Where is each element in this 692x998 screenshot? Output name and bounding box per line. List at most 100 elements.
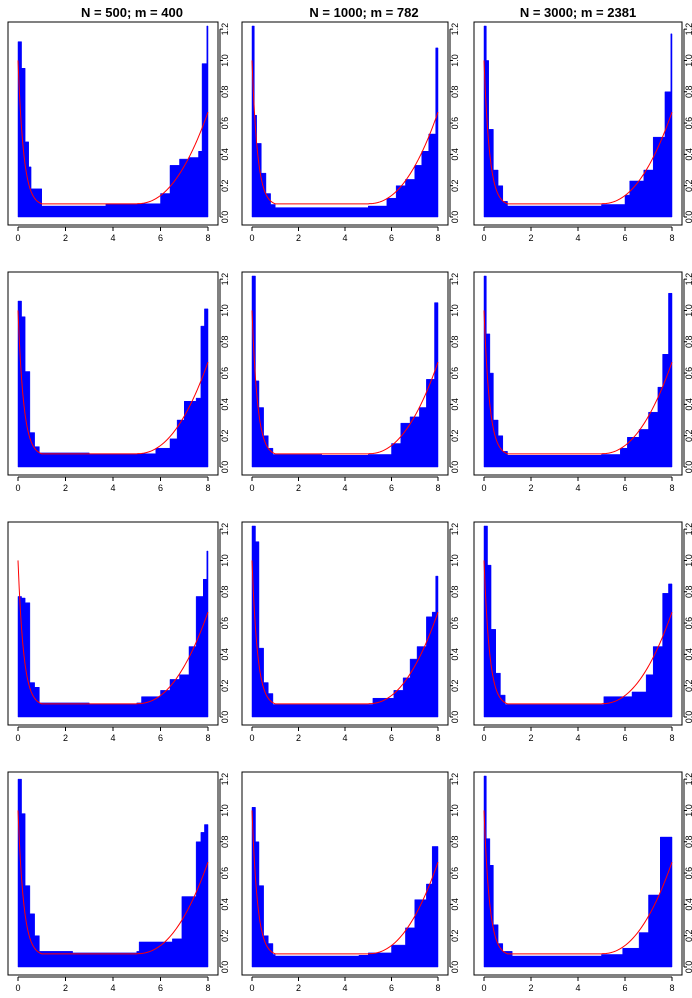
panel-r1c1: 0 2 4 6 8 0.0 0.2 0.4 0.6 0.8 1.0 1.2	[7, 21, 230, 243]
y-tick-label: 1.2	[684, 773, 692, 786]
y-tick-label: 1.0	[450, 54, 460, 67]
panel-r3c1: 0 2 4 6 8 0.0 0.2 0.4 0.6 0.8 1.0 1.2	[7, 521, 230, 743]
column-title-1: N = 500; m = 400	[81, 5, 183, 20]
x-tick-label: 8	[669, 983, 674, 993]
histogram-area	[251, 807, 439, 968]
y-tick-label: 0.6	[684, 867, 692, 880]
panel-frame	[473, 521, 683, 726]
y-tick-label: 0.0	[220, 711, 230, 724]
histogram-area	[251, 25, 439, 218]
y-tick-label: 0.2	[450, 179, 460, 192]
histogram-area	[483, 775, 673, 968]
y-tick-label: 0.0	[450, 211, 460, 224]
y-tick-label: 0.0	[220, 461, 230, 474]
x-tick-label: 4	[575, 983, 580, 993]
panel-r3c2: 0 2 4 6 8 0.0 0.2 0.4 0.6 0.8 1.0 1.2	[241, 521, 460, 743]
panel-r2c1: 0 2 4 6 8 0.0 0.2 0.4 0.6 0.8 1.0 1.2	[7, 271, 230, 493]
x-tick-label: 6	[389, 483, 394, 493]
y-tick-label: 0.2	[684, 179, 692, 192]
x-tick-label: 0	[481, 733, 486, 743]
y-tick-label: 1.0	[220, 54, 230, 67]
x-tick-label: 6	[389, 233, 394, 243]
x-tick-label: 0	[249, 733, 254, 743]
y-tick-label: 0.2	[684, 429, 692, 442]
panel-frame	[241, 771, 449, 976]
y-tick-label: 0.8	[450, 85, 460, 98]
density-curve	[251, 560, 439, 705]
panel-r2c3: 0 2 4 6 8 0.0 0.2 0.4 0.6 0.8 1.0 1.2	[473, 271, 692, 493]
x-tick-label: 2	[63, 483, 68, 493]
density-curve	[17, 60, 209, 205]
density-curve	[17, 560, 209, 705]
x-tick-label: 2	[296, 733, 301, 743]
histogram-area	[483, 25, 673, 218]
y-tick-label: 0.4	[450, 148, 460, 161]
y-tick-label: 0.0	[684, 711, 692, 724]
density-curve	[251, 310, 439, 455]
density-curve	[483, 310, 673, 455]
x-tick-label: 4	[342, 233, 347, 243]
x-tick-label: 2	[528, 983, 533, 993]
x-tick-label: 8	[205, 983, 210, 993]
x-tick-label: 8	[205, 483, 210, 493]
panel-r4c2: 0 2 4 6 8 0.0 0.2 0.4 0.6 0.8 1.0 1.2	[241, 771, 460, 993]
y-tick-label: 0.6	[450, 367, 460, 380]
x-tick-label: 0	[15, 733, 20, 743]
y-tick-label: 0.8	[684, 835, 692, 848]
x-tick-label: 4	[110, 233, 115, 243]
y-tick-label: 1.0	[684, 304, 692, 317]
x-tick-label: 4	[110, 733, 115, 743]
density-curve	[483, 810, 673, 955]
column-title-3: N = 3000; m = 2381	[520, 5, 636, 20]
y-tick-label: 1.0	[684, 804, 692, 817]
panel-r1c3: 0 2 4 6 8 0.0 0.2 0.4 0.6 0.8 1.0 1.2	[473, 21, 692, 243]
y-tick-label: 0.8	[450, 835, 460, 848]
y-tick-label: 0.4	[220, 398, 230, 411]
x-tick-label: 2	[296, 983, 301, 993]
x-tick-label: 4	[342, 483, 347, 493]
y-tick-label: 0.4	[684, 898, 692, 911]
y-tick-label: 0.4	[220, 148, 230, 161]
y-tick-label: 0.8	[220, 835, 230, 848]
x-tick-label: 8	[435, 233, 440, 243]
x-tick-label: 2	[528, 733, 533, 743]
y-tick-label: 0.2	[450, 679, 460, 692]
x-tick-label: 0	[481, 983, 486, 993]
x-tick-label: 2	[296, 233, 301, 243]
y-tick-label: 0.4	[220, 648, 230, 661]
panel-r4c3: 0 2 4 6 8 0.0 0.2 0.4 0.6 0.8 1.0 1.2	[473, 771, 692, 993]
panel-r4c1: 0 2 4 6 8 0.0 0.2 0.4 0.6 0.8 1.0 1.2	[7, 771, 230, 993]
x-tick-label: 6	[622, 983, 627, 993]
histogram-area	[483, 275, 673, 468]
histogram-area	[251, 525, 439, 718]
y-tick-label: 0.8	[684, 85, 692, 98]
y-tick-label: 0.8	[684, 585, 692, 598]
y-tick-label: 1.0	[450, 554, 460, 567]
y-tick-label: 0.8	[220, 585, 230, 598]
panel-frame	[473, 271, 683, 476]
panel-r1c2: 0 2 4 6 8 0.0 0.2 0.4 0.6 0.8 1.0 1.2	[241, 21, 460, 243]
panel-frame	[7, 521, 219, 726]
y-tick-label: 0.0	[450, 711, 460, 724]
y-tick-label: 0.0	[684, 961, 692, 974]
density-curve	[483, 560, 673, 705]
x-tick-label: 6	[158, 733, 163, 743]
x-tick-label: 6	[389, 733, 394, 743]
y-tick-label: 0.6	[220, 617, 230, 630]
x-tick-label: 0	[15, 483, 20, 493]
y-tick-label: 0.0	[220, 211, 230, 224]
panel-r3c3: 0 2 4 6 8 0.0 0.2 0.4 0.6 0.8 1.0 1.2	[473, 521, 692, 743]
panel-frame	[7, 771, 219, 976]
density-curve	[251, 60, 439, 205]
y-tick-label: 1.2	[450, 523, 460, 536]
x-tick-label: 0	[249, 483, 254, 493]
y-tick-label: 1.0	[684, 54, 692, 67]
y-tick-label: 0.2	[220, 679, 230, 692]
y-tick-label: 0.4	[450, 898, 460, 911]
x-tick-label: 4	[110, 483, 115, 493]
panel-frame	[7, 21, 219, 226]
histogram-area	[17, 300, 209, 468]
y-tick-label: 1.0	[684, 554, 692, 567]
y-tick-label: 1.2	[450, 23, 460, 36]
